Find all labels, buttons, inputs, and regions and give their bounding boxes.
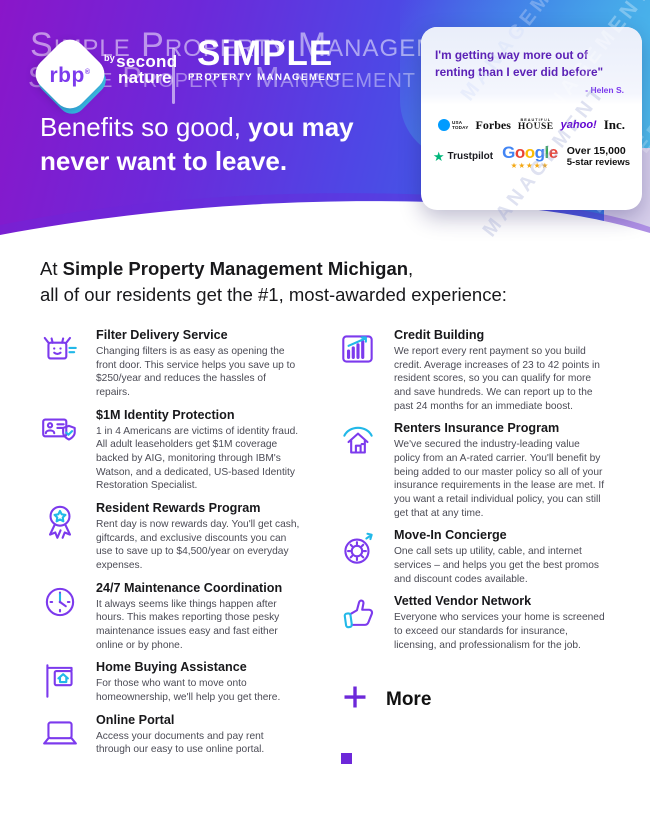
simple-brand-name: SiMPLE: [196, 34, 334, 73]
headline-bold-2: never want to leave.: [40, 146, 288, 177]
usa-today-circle-icon: [437, 119, 450, 132]
usa-today-logo: USA TODAY: [437, 119, 469, 132]
benefit-description: Access your documents and pay rent throu…: [96, 730, 265, 756]
company-name: Simple Property Management Michigan: [62, 258, 409, 279]
benefit-title: Move-In Concierge: [394, 528, 507, 543]
trustpilot-star-icon: ★: [432, 149, 445, 165]
benefit-title: Resident Rewards Program: [96, 501, 261, 516]
benefit-description: Everyone who services your home is scree…: [394, 612, 605, 651]
google-stars: ★★★★★: [510, 161, 550, 171]
more-label: More: [386, 688, 432, 710]
benefit-online-portal: Online Portal Access your documents and …: [38, 713, 300, 757]
benefit-description: Rent day is now rewards day. You'll get …: [96, 519, 300, 572]
benefit-move-in-concierge: Move-In Concierge One call sets up utili…: [336, 528, 608, 586]
benefit-title: Home Buying Assistance: [96, 660, 247, 675]
plus-icon: [340, 682, 370, 717]
headline-regular: Benefits so good,: [40, 112, 249, 142]
benefit-title: 24/7 Maintenance Coordination: [96, 580, 283, 595]
logo-divider: [172, 48, 175, 104]
benefit-identity-protection: $1M Identity Protection 1 in 4 Americans…: [38, 408, 300, 493]
benefits-column-left: Filter Delivery Service Changing filters…: [38, 328, 300, 757]
laptop-icon: [38, 713, 82, 757]
benefit-title: Vetted Vendor Network: [394, 594, 532, 609]
ghost-title-1: Simple Property Management: [30, 26, 489, 64]
inc-logo: Inc.: [603, 117, 626, 133]
filter-delivery-icon: [38, 328, 82, 400]
hero-headline: Benefits so good, you may never want to …: [40, 110, 354, 179]
benefit-credit-building: Credit Building We report every rent pay…: [336, 328, 608, 413]
insured-house-icon: [336, 421, 380, 520]
benefit-vetted-vendors: Vetted Vendor Network Everyone who servi…: [336, 594, 608, 652]
second-nature-logo: bysecond nature: [104, 52, 178, 88]
second-nature-by: by: [104, 53, 116, 63]
credit-chart-icon: [336, 328, 380, 413]
second-nature-line2: nature: [118, 68, 172, 88]
hero-wave-shape: [0, 193, 650, 251]
benefit-title: Credit Building: [394, 328, 485, 342]
benefit-title: Online Portal: [96, 712, 175, 727]
simple-brand-subtitle: PROPERTY MANAGEMENT: [188, 72, 343, 83]
benefit-description: For those who want to move onto homeowne…: [96, 678, 281, 704]
benefit-title: Filter Delivery Service: [96, 328, 228, 342]
benefit-description: It always seems like things happen after…: [96, 598, 280, 651]
testimonial-card: I'm getting way more out of renting than…: [421, 27, 642, 210]
thumbs-up-icon: [336, 594, 380, 652]
google-reviews-logo: Google ★★★★★: [502, 143, 558, 171]
house-beautiful-logo: BEAUTIFUL HOUSE: [517, 118, 554, 133]
testimonial-quote: I'm getting way more out of renting than…: [435, 48, 604, 80]
intro-heading: At Simple Property Management Michigan, …: [40, 258, 507, 306]
second-nature-line1: second: [116, 52, 178, 71]
review-count: Over 15,000 5-star reviews: [566, 145, 631, 168]
benefit-title: $1M Identity Protection: [96, 407, 235, 422]
yahoo-logo: yahoo!: [560, 119, 597, 132]
concierge-dial-icon: [336, 528, 380, 586]
headline-bold-1: you may: [248, 112, 354, 142]
benefit-description: We've secured the industry-leading value…: [394, 439, 605, 519]
forbes-logo: Forbes: [475, 117, 511, 132]
benefit-description: We report every rent payment so you buil…: [394, 346, 600, 412]
more-button[interactable]: More: [340, 682, 608, 717]
benefit-maintenance: 24/7 Maintenance Coordination It always …: [38, 581, 300, 653]
benefit-filter-delivery: Filter Delivery Service Changing filters…: [38, 328, 300, 400]
house-sign-icon: [38, 660, 82, 704]
rewards-medal-icon: [38, 501, 82, 573]
benefit-home-buying: Home Buying Assistance For those who wan…: [38, 660, 300, 704]
benefit-description: One call sets up utility, cable, and int…: [394, 546, 599, 585]
simple-brand-logo: SiMPLE PROPERTY MANAGEMENT: [188, 36, 342, 83]
benefit-title: Renters Insurance Program: [394, 421, 560, 436]
testimonial-quote-section: I'm getting way more out of renting than…: [421, 27, 642, 106]
testimonial-attribution: - Helen S.: [585, 85, 624, 96]
benefits-column-right: Credit Building We report every rent pay…: [336, 328, 608, 717]
clock-icon: [38, 581, 82, 653]
benefit-renters-insurance: Renters Insurance Program We've secured …: [336, 421, 608, 520]
reviews-row: ★ Trustpilot Google ★★★★★ Over 15,000 5-…: [421, 144, 642, 170]
press-logos-row: USA TODAY Forbes BEAUTIFUL HOUSE yahoo! I…: [421, 117, 642, 133]
benefit-description: 1 in 4 Americans are victims of identity…: [96, 425, 299, 492]
benefit-resident-rewards: Resident Rewards Program Rent day is now…: [38, 501, 300, 573]
rbp-logo: rbp®: [28, 32, 112, 120]
rbp-logo-text: rbp®: [49, 64, 91, 87]
decor-square: [341, 753, 352, 764]
identity-shield-icon: [38, 408, 82, 493]
benefit-description: Changing filters is as easy as opening t…: [96, 346, 296, 399]
trustpilot-logo: ★ Trustpilot: [432, 149, 494, 165]
